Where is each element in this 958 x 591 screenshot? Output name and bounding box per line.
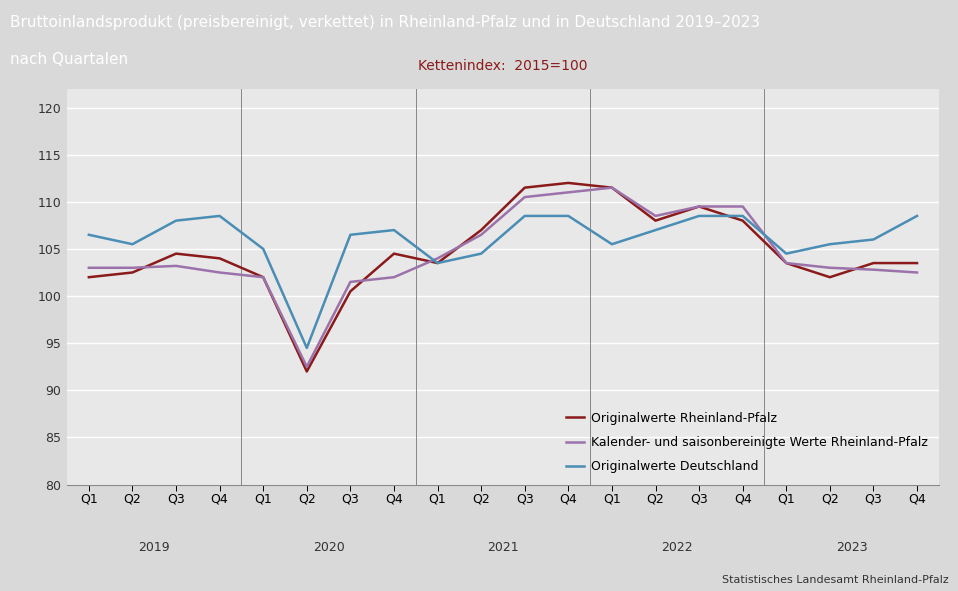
Text: nach Quartalen: nach Quartalen [10,53,127,67]
Text: 2021: 2021 [487,541,519,554]
Text: 2022: 2022 [661,541,694,554]
Legend: Originalwerte Rheinland-Pfalz, Kalender- und saisonbereinigte Werte Rheinland-Pf: Originalwerte Rheinland-Pfalz, Kalender-… [560,407,932,478]
Text: Bruttoinlandsprodukt (preisbereinigt, verkettet) in Rheinland-Pfalz und in Deuts: Bruttoinlandsprodukt (preisbereinigt, ve… [10,15,760,30]
Text: 2019: 2019 [138,541,171,554]
Text: Kettenindex:  2015=100: Kettenindex: 2015=100 [419,59,587,73]
Text: 2023: 2023 [835,541,868,554]
Text: Statistisches Landesamt Rheinland-Pfalz: Statistisches Landesamt Rheinland-Pfalz [721,575,948,585]
Text: 2020: 2020 [312,541,345,554]
